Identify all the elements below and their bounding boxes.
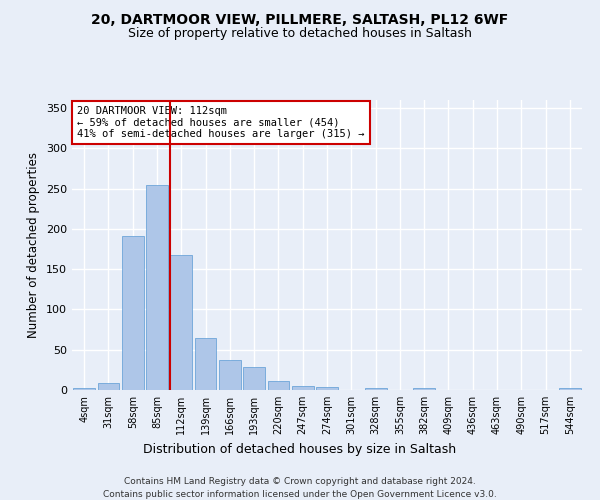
Bar xyxy=(243,366,265,390)
Bar xyxy=(146,186,168,390)
Y-axis label: Number of detached properties: Number of detached properties xyxy=(28,152,40,338)
Text: 20, DARTMOOR VIEW, PILLMERE, SALTASH, PL12 6WF: 20, DARTMOOR VIEW, PILLMERE, SALTASH, PL… xyxy=(91,12,509,26)
Bar xyxy=(97,383,119,390)
Bar xyxy=(122,236,143,390)
Bar xyxy=(413,388,435,390)
Bar xyxy=(292,386,314,390)
Bar xyxy=(365,388,386,390)
Text: Distribution of detached houses by size in Saltash: Distribution of detached houses by size … xyxy=(143,442,457,456)
Bar xyxy=(170,256,192,390)
Bar xyxy=(316,387,338,390)
Bar xyxy=(194,338,217,390)
Bar xyxy=(73,388,95,390)
Text: Size of property relative to detached houses in Saltash: Size of property relative to detached ho… xyxy=(128,28,472,40)
Bar xyxy=(268,381,289,390)
Text: Contains HM Land Registry data © Crown copyright and database right 2024.: Contains HM Land Registry data © Crown c… xyxy=(124,478,476,486)
Bar xyxy=(559,388,581,390)
Bar xyxy=(219,360,241,390)
Text: 20 DARTMOOR VIEW: 112sqm
← 59% of detached houses are smaller (454)
41% of semi-: 20 DARTMOOR VIEW: 112sqm ← 59% of detach… xyxy=(77,106,365,139)
Text: Contains public sector information licensed under the Open Government Licence v3: Contains public sector information licen… xyxy=(103,490,497,499)
